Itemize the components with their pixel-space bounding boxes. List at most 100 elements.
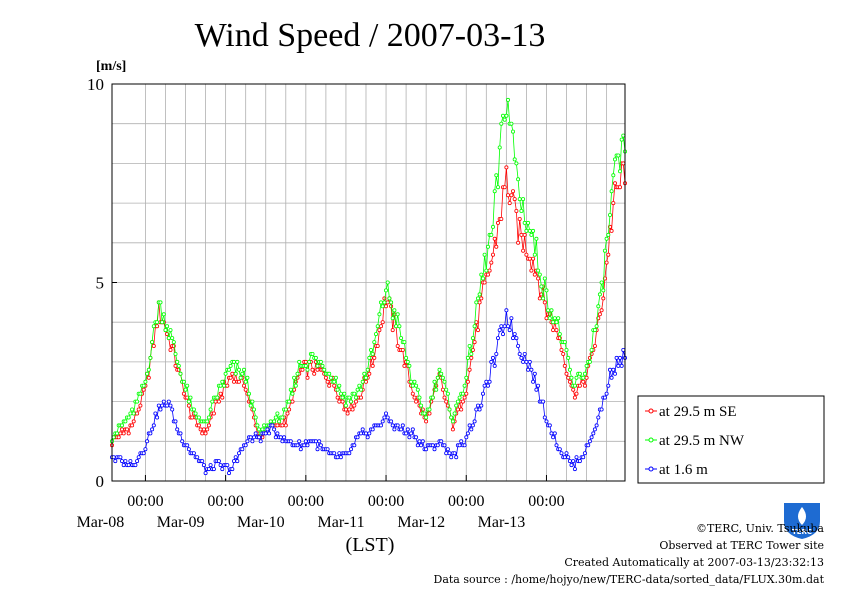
data-point [338,391,343,396]
data-point [541,296,546,301]
data-point [272,419,277,424]
data-point [250,439,255,444]
data-point [505,193,510,198]
data-point [300,367,305,372]
data-point [343,407,348,412]
data-point [121,463,126,468]
data-point [509,193,514,198]
data-point [516,240,521,245]
data-point [584,375,589,380]
data-point [455,399,460,404]
data-point [465,355,470,360]
data-point [198,427,203,432]
data-point [136,455,141,460]
data-point [500,113,505,118]
data-point [589,435,594,440]
data-point [211,467,216,472]
data-point [512,157,517,162]
data-point [613,371,618,376]
data-point [618,355,623,360]
data-point [613,181,618,186]
data-point [597,292,602,297]
data-point [479,272,484,277]
data-point [181,391,186,396]
data-point [618,169,623,174]
data-point [342,391,347,396]
data-point [375,343,380,348]
data-point [343,403,348,408]
data-point [368,347,373,352]
data-point [120,459,125,464]
data-point [363,379,368,384]
data-point [587,439,592,444]
data-point [591,431,596,436]
data-point [213,399,218,404]
data-point [220,379,225,384]
data-point [293,383,298,388]
data-point [120,423,125,428]
data-point [338,455,343,460]
data-point [258,439,263,444]
data-point [123,419,128,424]
data-point [487,268,492,273]
data-point [549,308,554,313]
data-point [295,371,300,376]
data-point [126,431,131,436]
data-point [173,351,178,356]
legend: at 29.5 m SE at 29.5 m NW at 1.6 m [637,395,825,484]
data-point [275,411,280,416]
data-point [444,399,449,404]
data-point [522,220,527,225]
data-point [345,411,350,416]
data-point [516,343,521,348]
data-point [475,328,480,333]
series-1 [110,161,628,448]
data-point [440,375,445,380]
data-point [238,375,243,380]
data-point [236,367,241,372]
data-point [606,383,611,388]
data-point [317,439,322,444]
data-point [544,316,549,321]
data-point [611,367,616,372]
data-point [155,320,160,325]
data-point [544,288,549,293]
data-point [464,375,469,380]
data-point [527,228,532,233]
data-point [497,145,502,150]
data-point [414,383,419,388]
data-point [382,415,387,420]
data-point [228,375,233,380]
data-point [611,201,616,206]
data-point [178,431,183,436]
data-point [231,359,236,364]
data-point [181,379,186,384]
data-point [557,447,562,452]
data-point [512,332,517,337]
data-point [130,407,135,412]
data-point [325,379,330,384]
data-point [601,296,606,301]
data-point [200,459,205,464]
data-point [495,336,500,341]
data-point [419,403,424,408]
data-point [424,447,429,452]
data-point [460,391,465,396]
data-point [280,423,285,428]
data-point [454,455,459,460]
data-point [148,431,153,436]
data-point [510,336,515,341]
data-point [462,395,467,400]
data-point [599,280,604,285]
data-point [500,332,505,337]
data-point [251,435,256,440]
data-point [355,387,360,392]
data-point [333,375,338,380]
data-point [415,387,420,392]
data-point [567,367,572,372]
data-point [569,375,574,380]
data-point [510,189,515,194]
data-point [332,379,337,384]
data-point [547,316,552,321]
data-point [459,407,464,412]
